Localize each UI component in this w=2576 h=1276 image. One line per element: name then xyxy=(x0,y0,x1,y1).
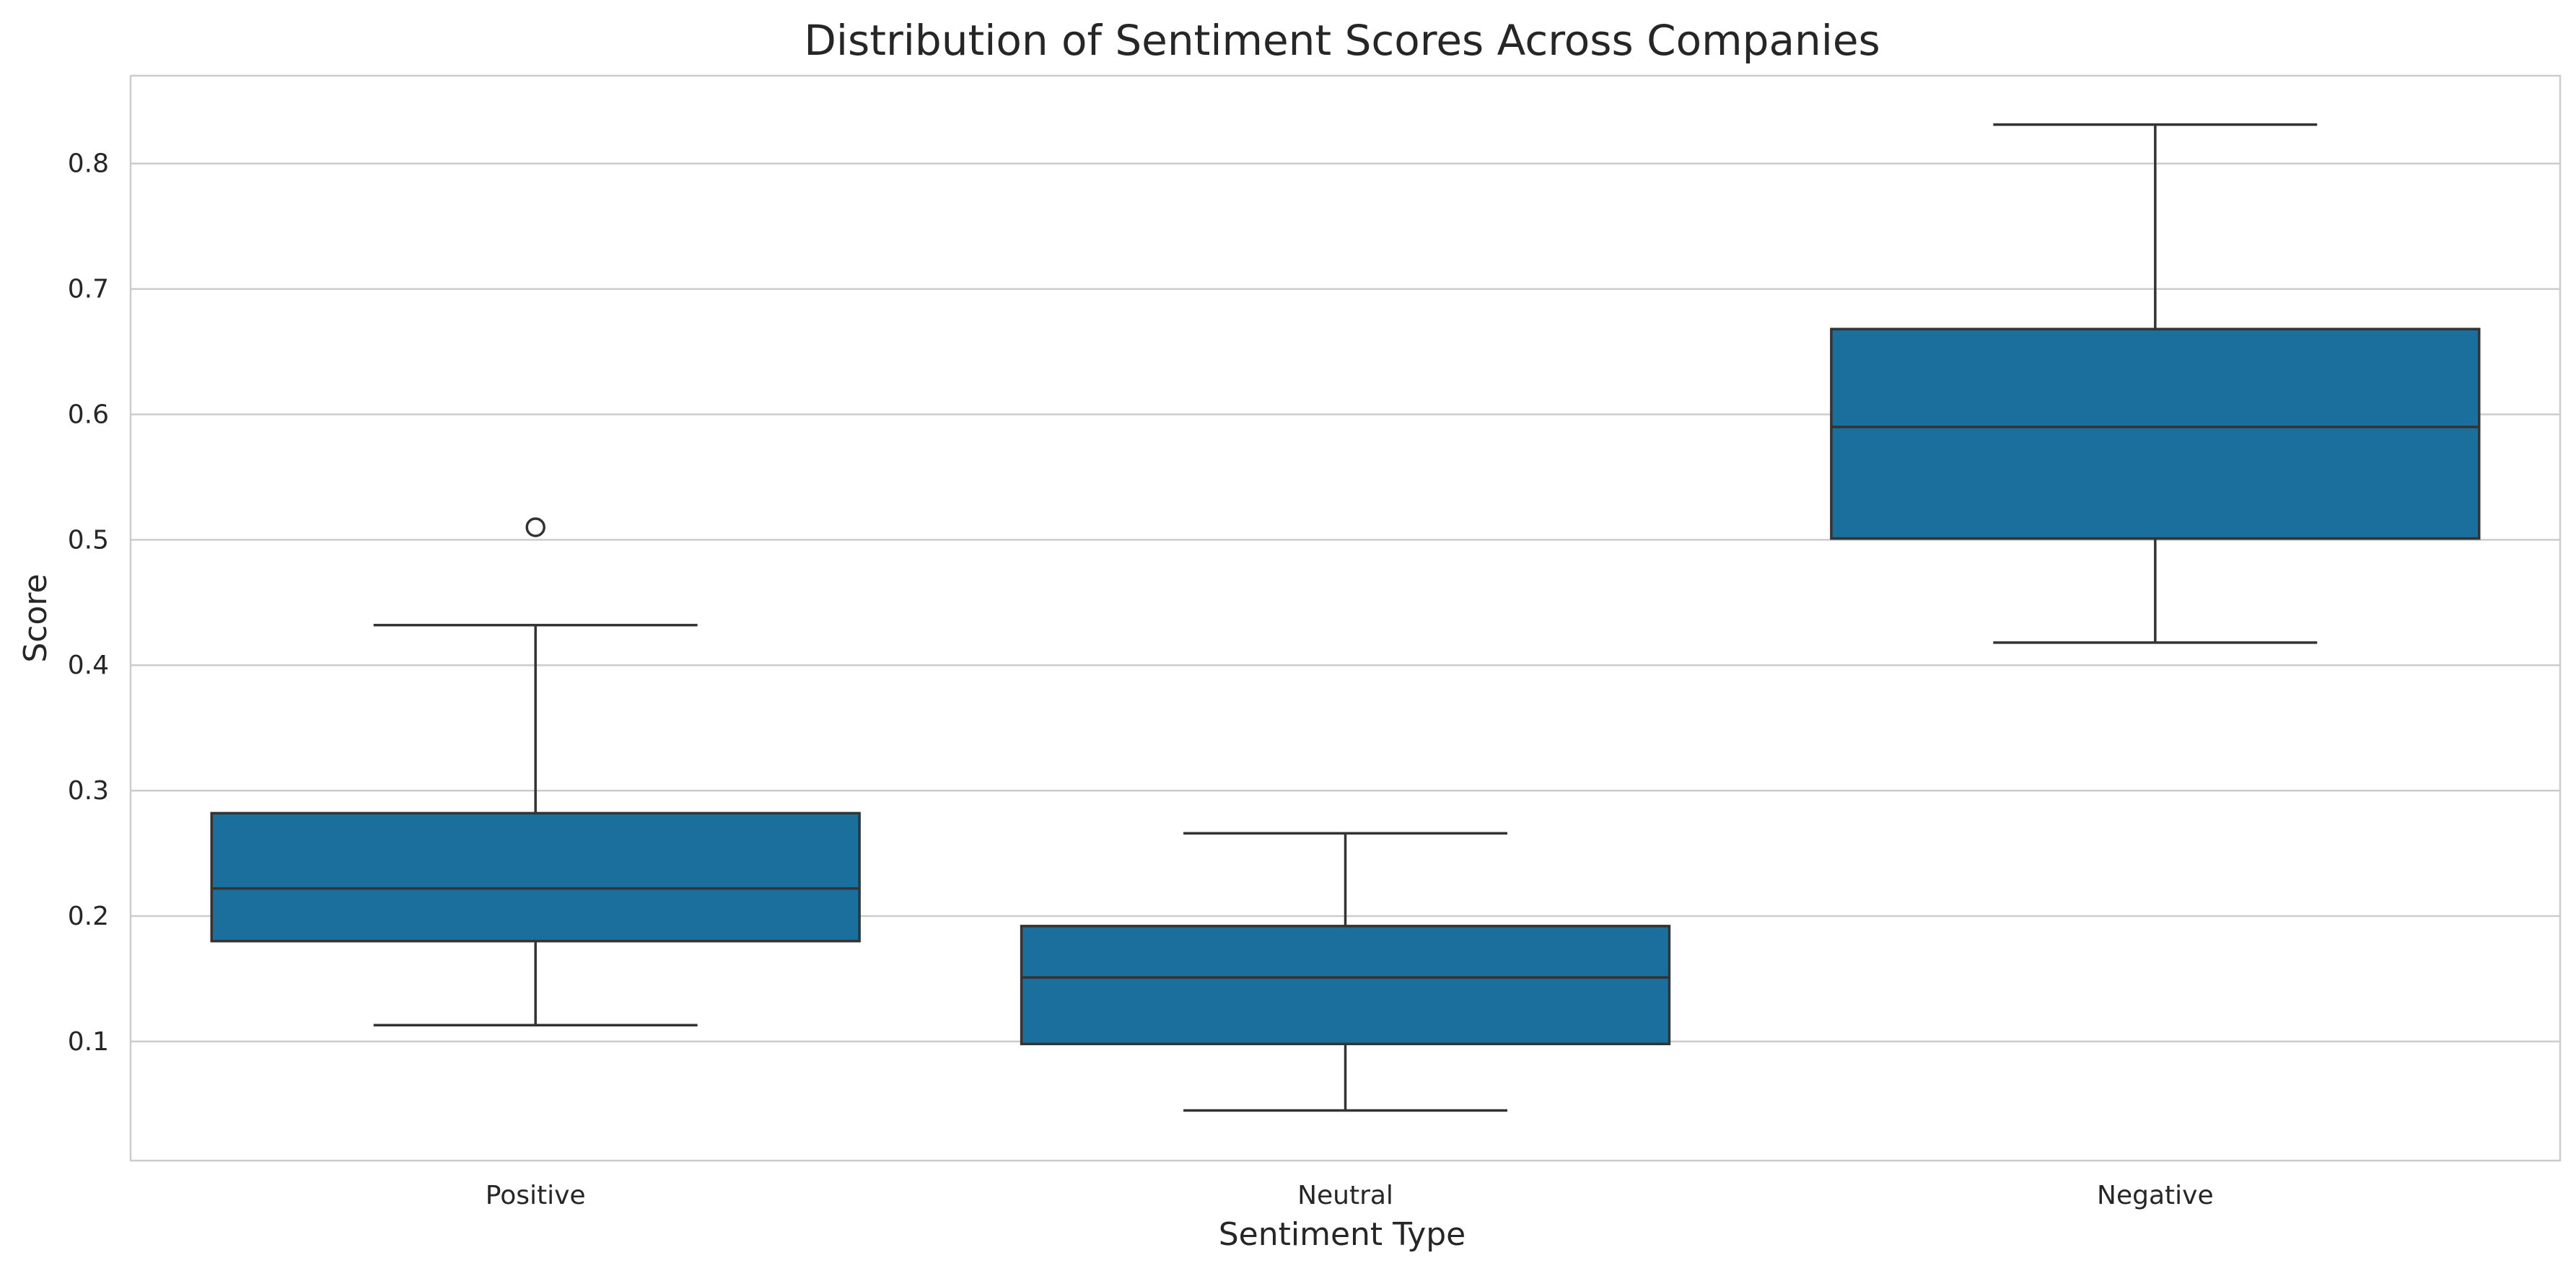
y-tick-label: 0.7 xyxy=(68,275,109,304)
y-tick-label: 0.2 xyxy=(68,902,109,931)
iqr-box xyxy=(210,811,861,943)
y-axis-label: Score xyxy=(17,573,54,662)
y-tick-label: 0.8 xyxy=(68,149,109,179)
box-group-neutral xyxy=(1020,832,1671,1112)
chart-title: Distribution of Sentiment Scores Across … xyxy=(804,16,1880,65)
x-tick-labels: Positive Neutral Negative xyxy=(486,1181,2214,1210)
iqr-box xyxy=(1830,327,2481,540)
x-tick-label: Positive xyxy=(486,1181,586,1210)
iqr-box xyxy=(1020,925,1671,1046)
outlier-point xyxy=(525,517,546,537)
y-tick-label: 0.6 xyxy=(68,400,109,429)
y-tick-label: 0.3 xyxy=(68,776,109,806)
y-tick-label: 0.5 xyxy=(68,525,109,555)
y-tick-label: 0.1 xyxy=(68,1027,109,1057)
x-axis-label: Sentiment Type xyxy=(1219,1216,1466,1253)
x-tick-label: Negative xyxy=(2097,1181,2214,1210)
y-tick-labels: 0.1 0.2 0.3 0.4 0.5 0.6 0.7 0.8 xyxy=(68,149,109,1057)
box-group-negative xyxy=(1830,123,2481,644)
boxes xyxy=(210,123,2481,1112)
x-tick-label: Neutral xyxy=(1297,1181,1393,1210)
y-tick-label: 0.4 xyxy=(68,651,109,680)
box-group-positive xyxy=(210,517,861,1026)
